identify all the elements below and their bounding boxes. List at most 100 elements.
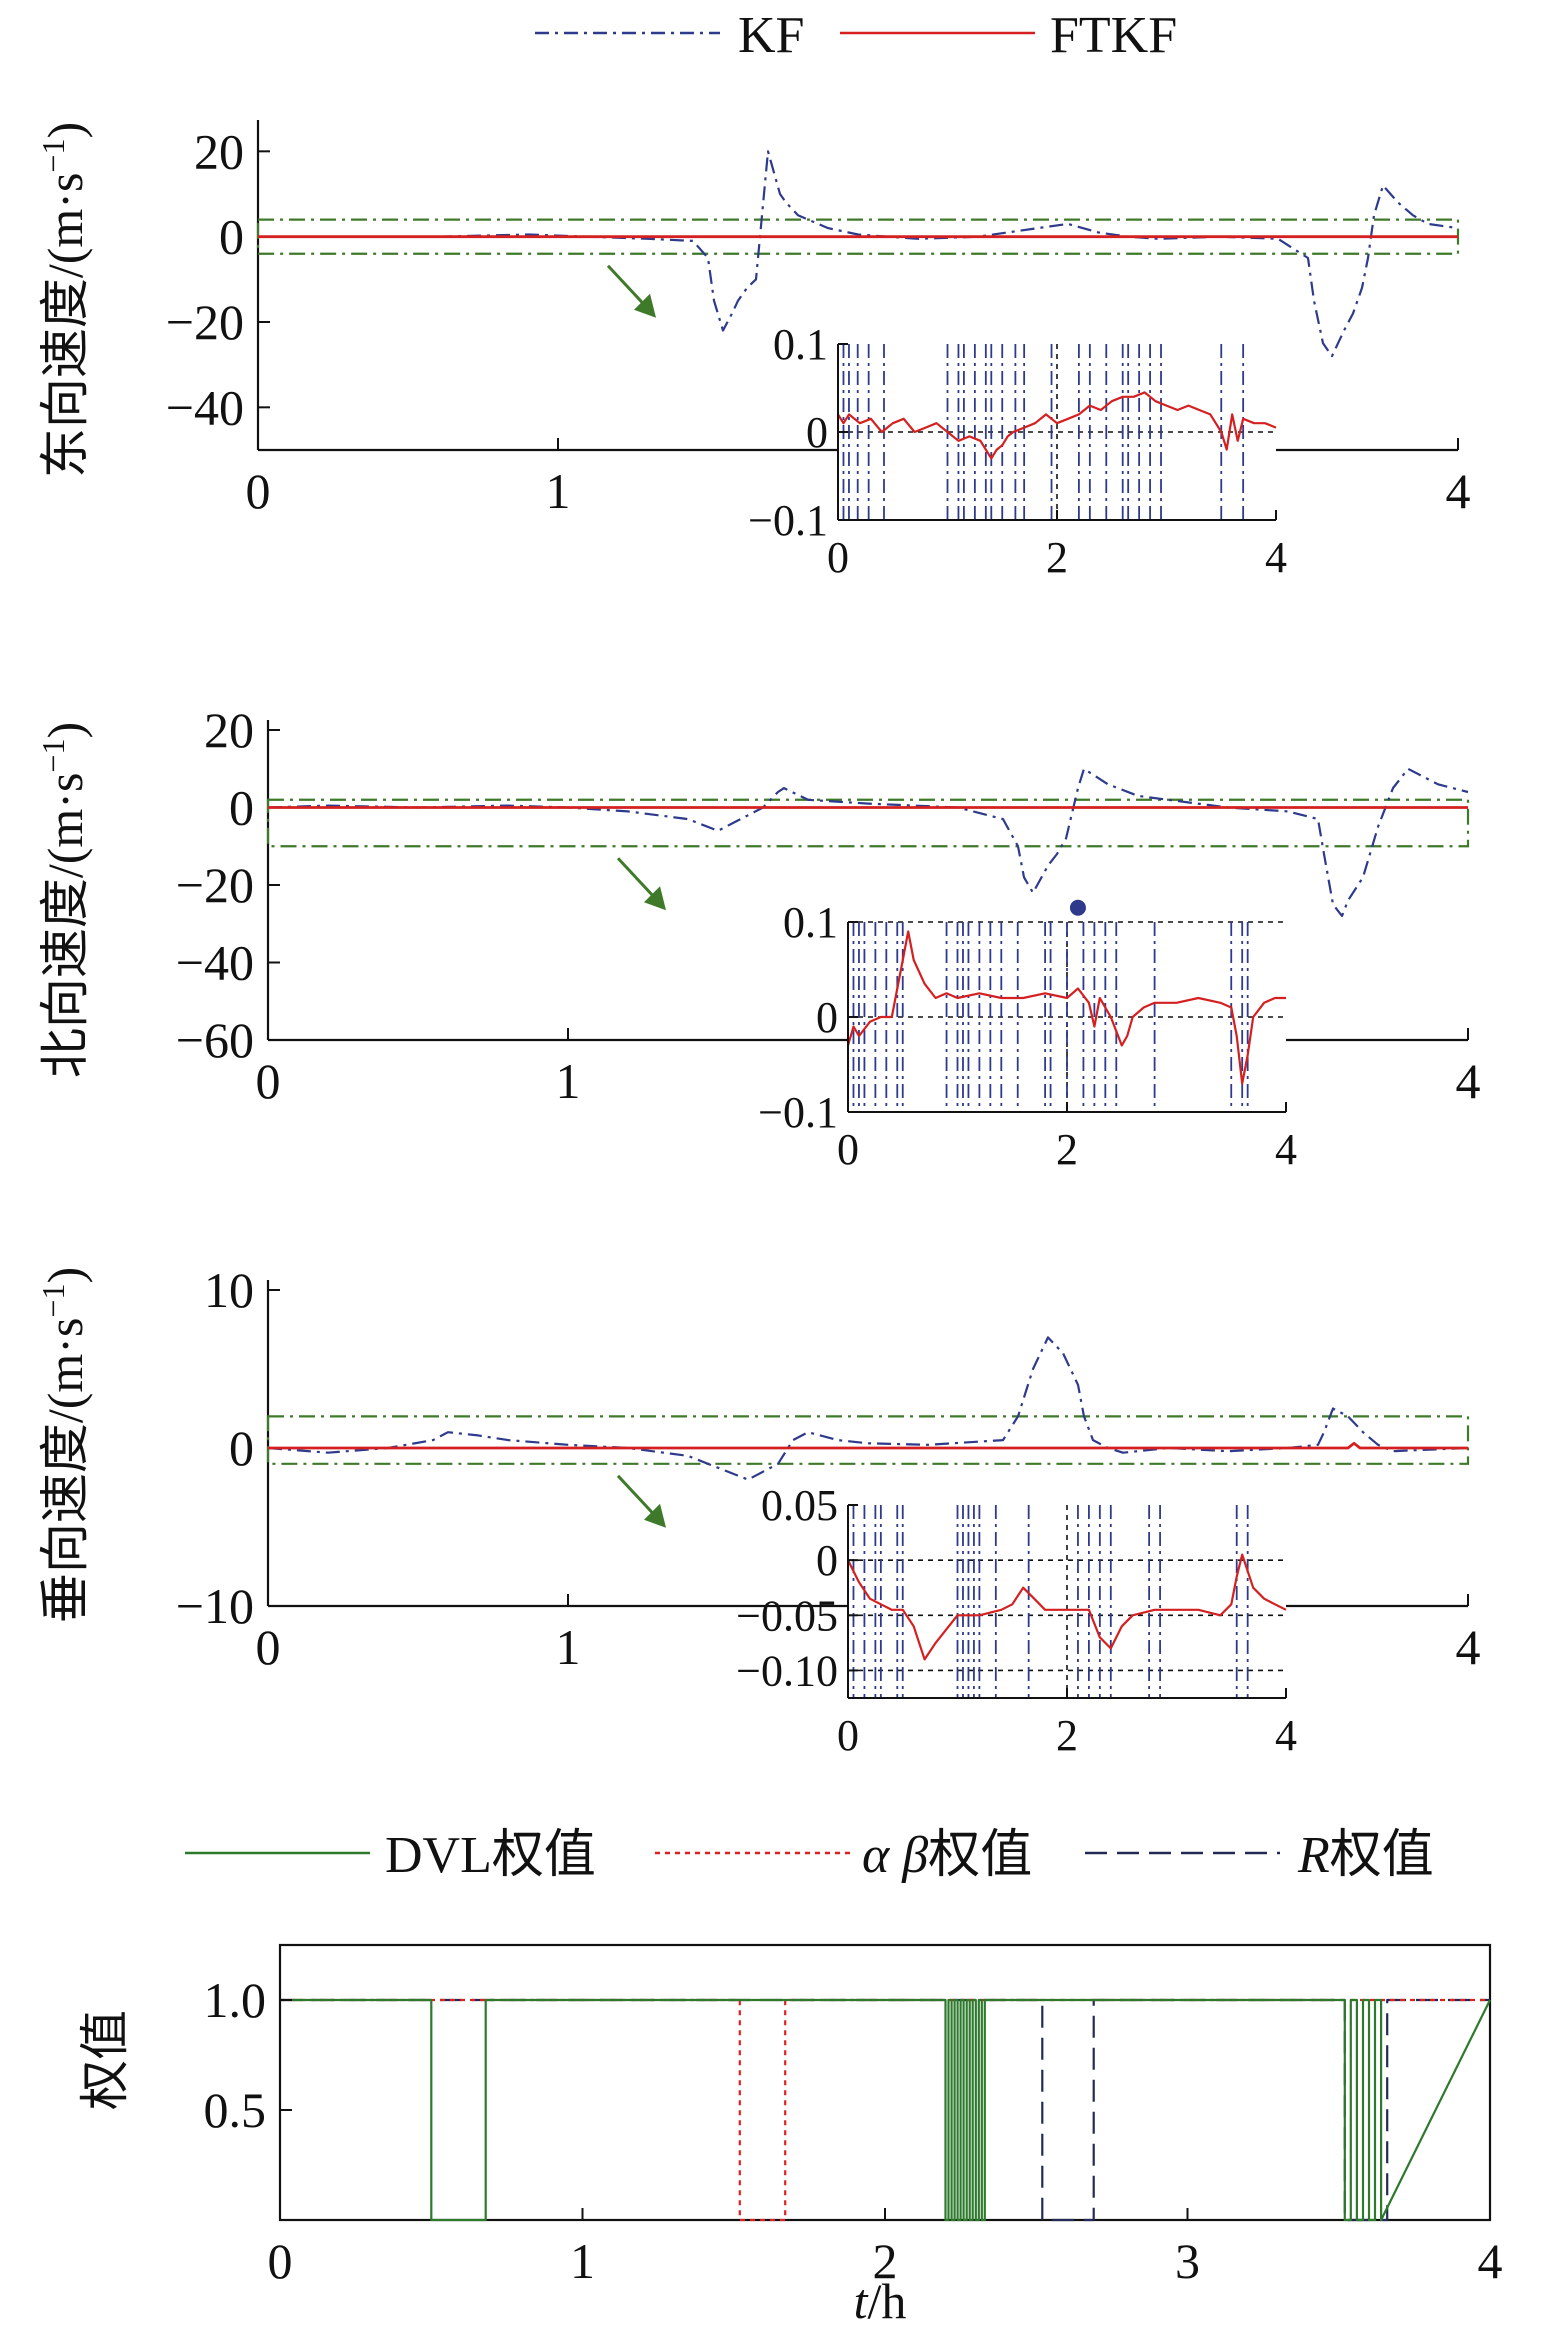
weights-legend-suffix: 权值 [492,1827,596,1884]
y-tick-label: 20 [204,702,254,758]
zoom-arrow-head [644,886,666,911]
inset-ftkf-line [847,1553,1287,1661]
y-tick-label: 10 [204,1262,254,1318]
y-tick-label: 20 [194,123,244,179]
y-tick-label: −20 [176,857,254,913]
inset-marker [1069,899,1086,916]
x-tick-label: 2 [873,2233,898,2289]
inset-y-tick-label: 0.05 [761,1481,838,1530]
inset-x-tick-label: 2 [1056,1125,1078,1174]
legend-label-ftkf: FTKF [1050,7,1177,64]
y-axis-label-main: 北向速度/(m·s [37,773,93,1079]
x-tick-label: 0 [256,1619,281,1675]
inset-x-tick-label: 2 [1056,1711,1078,1760]
inset-north: 0 2 40.10−0.1 [758,898,1297,1174]
inset-x-tick-label: 0 [827,533,849,582]
weights-legend-label: α β权值 [862,1827,1032,1884]
zoom-arrow-shaft [616,857,660,903]
series-ftkf-line [268,1441,1468,1450]
weights-legend-label: R权值 [1297,1827,1434,1884]
x-tick-label: 1 [546,463,571,519]
inset-y-tick-label: 0 [816,993,838,1042]
y-tick-label: 0.5 [204,2082,267,2138]
y-axis-label-main: 垂向速度/(m·s [37,1318,93,1624]
y-axis-label-close: ) [37,722,93,739]
series-dvl-weight-line [280,1998,1491,2222]
weights-legend-label: DVL权值 [385,1827,596,1884]
y-axis-label: 北向速度/(m·s−1) [35,722,93,1078]
inset-y-tick-label: 0.1 [773,320,828,369]
y-axis-label-close: ) [37,122,93,139]
x-tick-label: 1 [556,1619,581,1675]
top-legend: KF FTKF [535,7,1177,64]
y-axis-label-sup: −1 [35,739,71,773]
weights-legend: DVL权值 α β权值 R权值 [185,1827,1434,1884]
weights-frame [278,1943,1492,2222]
y-axis-label: 东向速度/(m·s−1) [35,122,93,478]
y-tick-label: 0 [219,209,244,265]
inset-y-tick-label: 0 [816,1536,838,1585]
x-tick-label: 0 [268,2233,293,2289]
weights-y-axis-label: 权值 [77,2010,133,2110]
inset-vertical: 0 2 4 0.05 0 −0.05 −0.10 [736,1481,1297,1760]
y-axis-label-main: 东向速度/(m·s [37,173,93,479]
inset-ftkf-line [837,391,1277,460]
zoom-arrow-head [634,293,656,318]
x-tick-label: 4 [1456,1619,1481,1675]
inset-y-tick-label: 0 [806,408,828,457]
y-tick-label: −10 [176,1578,254,1634]
inset-y-tick-label: −0.05 [736,1591,838,1640]
y-tick-label: 0 [229,1420,254,1476]
inset-x-tick-label: 0 [837,1711,859,1760]
x-tick-label: 4 [1446,463,1471,519]
zoom-arrow-shaft [606,264,650,310]
x-tick-label: 1 [556,1053,581,1109]
y-axis-label-close: ) [37,1267,93,1284]
zoom-arrow-shaft [616,1474,660,1520]
threshold-band [266,798,1470,848]
y-tick-label: 1.0 [204,1972,267,2028]
series-ab-weight-line [280,1998,1490,2222]
y-tick-label: −60 [176,1012,254,1068]
x-tick-label: 4 [1478,2233,1503,2289]
x-axis-label-t: t [854,2273,869,2329]
inset-x-tick-label: 4 [1275,1125,1297,1174]
y-axis-label-sup: −1 [35,139,71,173]
inset-y-tick-label: −0.1 [748,496,828,545]
inset-y-tick-label: −0.1 [758,1088,838,1137]
weights-legend-name: R [1297,1827,1330,1884]
inset-east: 0 2 40.10−0.1 [748,320,1287,582]
x-tick-label: 3 [1175,2233,1200,2289]
y-tick-label: 0 [229,780,254,836]
figure-root: KFFTKF01234200−20−40东向速度/(m·s−1)0240.10−… [35,7,1503,2329]
legend-label-kf: KF [738,7,804,64]
x-tick-label: 0 [256,1053,281,1109]
y-axis-label: 垂向速度/(m·s−1) [35,1267,93,1623]
x-axis-label-unit: /h [868,2273,907,2329]
weights-legend-suffix: 权值 [1330,1827,1434,1884]
inset-x-tick-label: 2 [1046,533,1068,582]
inset-y-tick-label: −0.10 [736,1646,838,1695]
y-tick-label: −40 [166,379,244,435]
inset-x-tick-label: 0 [837,1125,859,1174]
y-tick-label: −20 [166,294,244,350]
weights-legend-name: α β [862,1827,928,1884]
x-axis-label: t/h [854,2273,907,2329]
x-tick-label: 0 [246,463,271,519]
panel-vertical: 01234100−10垂向速度/(m·s−1)0240.050−0.05−0.1… [35,1262,1481,1760]
series-kf-line [267,1336,1469,1481]
threshold-band [266,1415,1470,1465]
series-kf-line [437,150,1459,358]
inset-x-tick-label: 4 [1275,1711,1297,1760]
series-kf-line [267,767,1469,918]
inset-x-tick-label: 4 [1265,533,1287,582]
weights-legend-name: DVL [385,1827,492,1884]
series-r-weight-line [280,1998,1490,2222]
weights-legend-suffix: 权值 [928,1827,1032,1884]
y-tick-label: −40 [176,935,254,991]
y-axis-label-sup: −1 [35,1284,71,1318]
